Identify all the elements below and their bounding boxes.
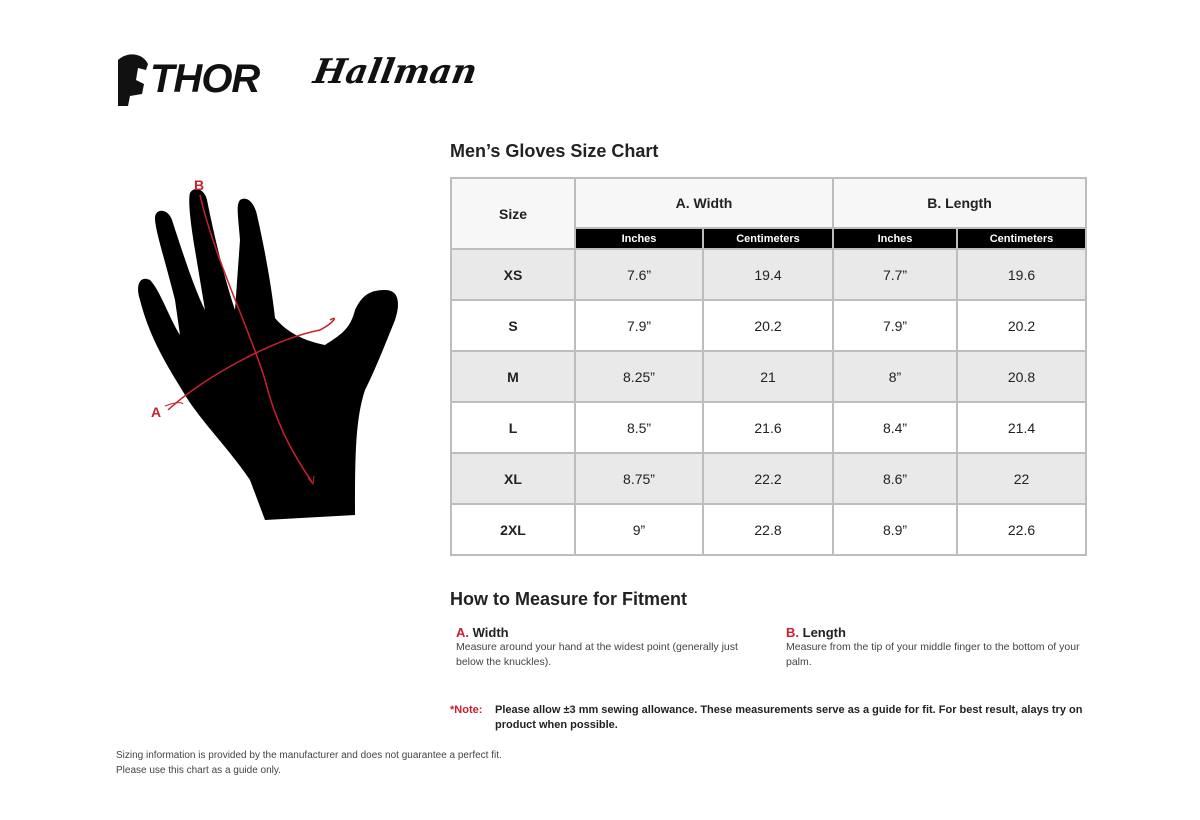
- value-cell: 7.9”: [832, 299, 958, 352]
- width-desc: Measure around your hand at the widest p…: [456, 641, 738, 668]
- table-row: S 7.9” 20.2 7.9” 20.2: [450, 299, 1087, 352]
- value-cell: 21.6: [702, 401, 834, 454]
- width-line: [167, 317, 336, 411]
- value-cell: 8.75”: [574, 452, 704, 505]
- hand-diagram: B A: [138, 177, 398, 520]
- size-cell: 2XL: [450, 503, 576, 556]
- value-cell: 8.4”: [832, 401, 958, 454]
- table-row: M 8.25” 21 8” 20.8: [450, 350, 1087, 403]
- value-cell: 20.2: [702, 299, 834, 352]
- value-cell: 9”: [574, 503, 704, 556]
- thor-logo: THOR: [116, 50, 260, 108]
- value-cell: 8.5”: [574, 401, 704, 454]
- value-cell: 20.2: [956, 299, 1087, 352]
- size-cell: M: [450, 350, 576, 403]
- value-cell: 8”: [832, 350, 958, 403]
- length-header: B. Length: [832, 177, 1087, 229]
- label-a: A: [151, 404, 161, 420]
- length-line: [199, 194, 313, 483]
- note-label: *Note:: [450, 704, 483, 716]
- value-cell: 8.9”: [832, 503, 958, 556]
- note-text: Please allow ±3 mm sewing allowance. The…: [495, 704, 1083, 731]
- footer-line: Please use this chart as a guide only.: [116, 765, 281, 776]
- table-row: XS 7.6” 19.4 7.7” 19.6: [450, 248, 1087, 301]
- label-b: B: [194, 177, 204, 193]
- value-cell: 19.6: [956, 248, 1087, 301]
- size-cell: S: [450, 299, 576, 352]
- table-row: XL 8.75” 22.2 8.6” 22: [450, 452, 1087, 505]
- width-label: Width: [472, 625, 509, 640]
- value-cell: 22.8: [702, 503, 834, 556]
- measure-width: A. Width Measure around your hand at the…: [456, 625, 766, 670]
- sub-header: Inches: [574, 227, 704, 250]
- value-cell: 20.8: [956, 350, 1087, 403]
- value-cell: 19.4: [702, 248, 834, 301]
- hand-silhouette: [138, 189, 398, 520]
- measure-length: B. Length Measure from the tip of your m…: [786, 625, 1086, 670]
- sub-header: Centimeters: [702, 227, 834, 250]
- value-cell: 7.6”: [574, 248, 704, 301]
- length-desc: Measure from the tip of your middle fing…: [786, 641, 1080, 668]
- hallman-logo: Hallman: [310, 52, 481, 92]
- size-table: Size A. Width B. Length Inches Centimete…: [450, 177, 1087, 556]
- size-header: Size: [450, 177, 576, 250]
- value-cell: 22: [956, 452, 1087, 505]
- footer: Sizing information is provided by the ma…: [116, 748, 502, 778]
- size-cell: L: [450, 401, 576, 454]
- letter-b: B.: [786, 625, 799, 640]
- value-cell: 7.9”: [574, 299, 704, 352]
- value-cell: 21: [702, 350, 834, 403]
- sub-header: Centimeters: [956, 227, 1087, 250]
- table-row: L 8.5” 21.6 8.4” 21.4: [450, 401, 1087, 454]
- value-cell: 7.7”: [832, 248, 958, 301]
- value-cell: 22.6: [956, 503, 1087, 556]
- value-cell: 8.6”: [832, 452, 958, 505]
- length-label: Length: [802, 625, 846, 640]
- size-cell: XS: [450, 248, 576, 301]
- size-cell: XL: [450, 452, 576, 505]
- footer-line: Sizing information is provided by the ma…: [116, 750, 502, 761]
- thor-helmet-icon: [118, 54, 148, 106]
- thor-logo-text: THOR: [150, 56, 260, 101]
- value-cell: 21.4: [956, 401, 1087, 454]
- page-title: Men’s Gloves Size Chart: [450, 141, 659, 161]
- value-cell: 8.25”: [574, 350, 704, 403]
- width-header: A. Width: [574, 177, 834, 229]
- measure-title: How to Measure for Fitment: [450, 589, 688, 609]
- table-row: 2XL 9” 22.8 8.9” 22.6: [450, 503, 1087, 556]
- sub-header: Inches: [832, 227, 958, 250]
- letter-a: A.: [456, 625, 469, 640]
- value-cell: 22.2: [702, 452, 834, 505]
